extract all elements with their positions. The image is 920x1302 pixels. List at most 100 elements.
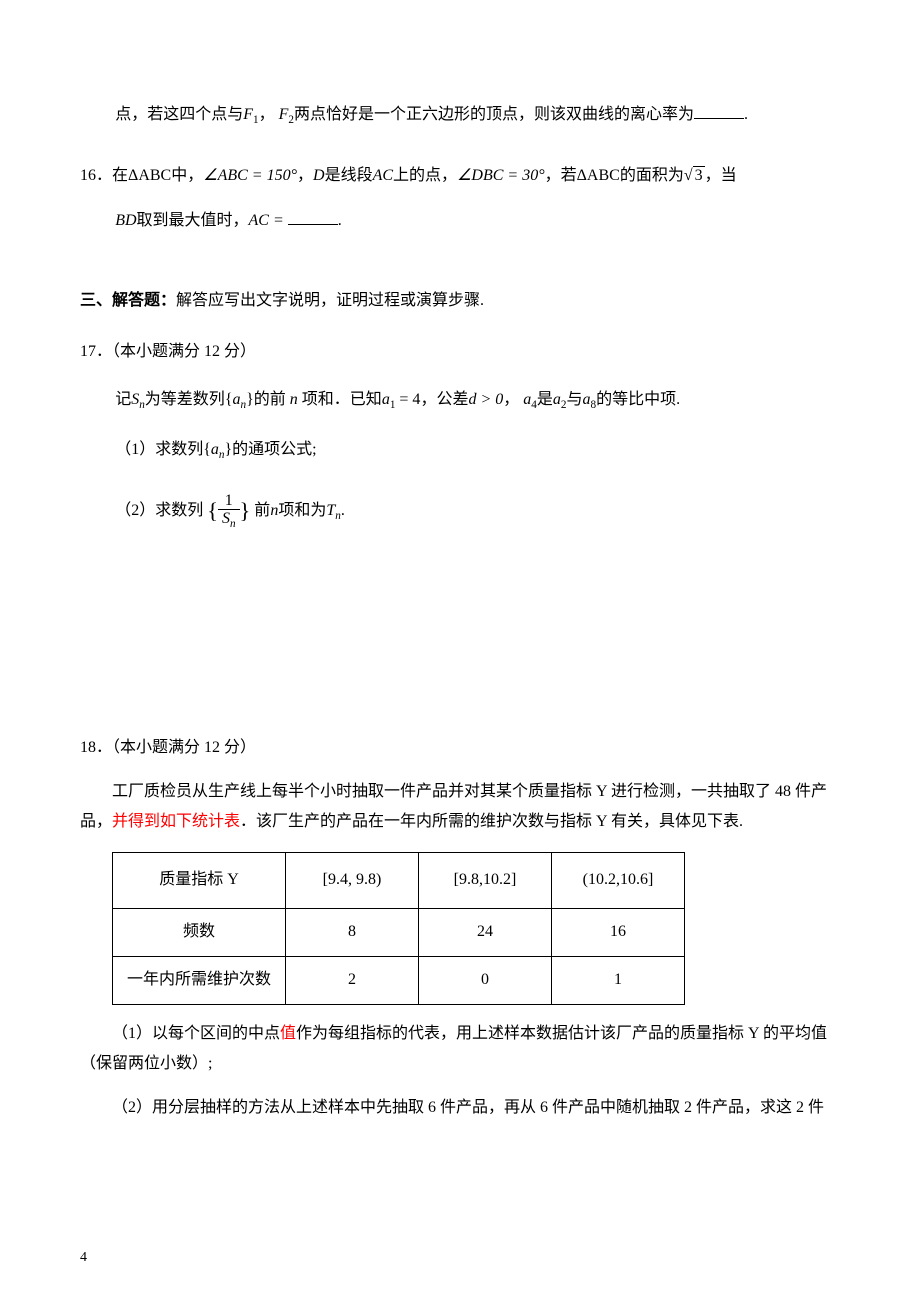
math: D xyxy=(313,167,325,184)
text: ，公差 xyxy=(420,391,468,408)
blank-answer xyxy=(694,102,744,119)
text: ， xyxy=(503,391,519,408)
heading-rest: 解答应写出文字说明，证明过程或演算步骤. xyxy=(176,292,484,309)
q-number: 18． xyxy=(80,739,112,756)
text: 为等差数列 xyxy=(145,391,225,408)
q16-line1: 16．在ΔABC中，∠ABC = 150°，D是线段AC上的点，∠DBC = 3… xyxy=(80,161,840,191)
table-header: (10.2,10.6] xyxy=(552,852,685,908)
math-a8: a8 xyxy=(582,391,596,408)
math-a1: a1 = 4 xyxy=(382,391,421,408)
q15-continuation: 点，若这四个点与F1， F2两点恰好是一个正六边形的顶点，则该双曲线的离心率为. xyxy=(80,100,840,131)
stat-table: 质量指标 Y [9.4, 9.8) [9.8,10.2] (10.2,10.6]… xyxy=(112,852,685,1005)
table-header: [9.8,10.2] xyxy=(419,852,552,908)
q18-stem: 工厂质检员从生产线上每半个小时抽取一件产品并对其某个质量指标 Y 进行检测，一共… xyxy=(80,777,840,838)
heading-bold: 三、解答题： xyxy=(80,292,176,309)
text: 的面积为 xyxy=(620,167,684,184)
text: 点，若这四个点与 xyxy=(115,106,243,123)
table-cell: 16 xyxy=(552,908,685,956)
math-Sn: Sn xyxy=(131,391,145,408)
math-n: n xyxy=(290,391,298,408)
text: . xyxy=(338,212,342,229)
text-red: 并得到如下统计表 xyxy=(112,813,240,830)
math-f1: F1 xyxy=(243,106,258,123)
text: 在 xyxy=(112,167,128,184)
text: 是线段 xyxy=(325,167,373,184)
text: ，若 xyxy=(545,167,577,184)
text: 是 xyxy=(537,391,553,408)
math: ΔABC xyxy=(577,167,620,184)
math: ΔABC xyxy=(128,167,171,184)
math: BD xyxy=(115,212,136,229)
math-a2: a2 xyxy=(553,391,567,408)
table-cell: 24 xyxy=(419,908,552,956)
q17-stem: 记Sn为等差数列{an}的前 n 项和．已知a1 = 4，公差d > 0， a4… xyxy=(80,385,840,416)
table-row: 一年内所需维护次数 2 0 1 xyxy=(113,956,685,1004)
brace: { xyxy=(203,441,211,458)
table-cell: 频数 xyxy=(113,908,286,956)
math: AC xyxy=(373,167,393,184)
page: 点，若这四个点与F1， F2两点恰好是一个正六边形的顶点，则该双曲线的离心率为.… xyxy=(0,0,920,1302)
math: ∠DBC = 30° xyxy=(457,167,545,184)
blank-answer xyxy=(288,208,338,225)
text: （2）用分层抽样的方法从上述样本中先抽取 6 件产品，再从 6 件产品中随机抽取… xyxy=(112,1099,824,1116)
section-3-heading: 三、解答题：解答应写出文字说明，证明过程或演算步骤. xyxy=(80,286,840,316)
points: （本小题满分 12 分） xyxy=(112,343,256,360)
table-cell: 0 xyxy=(419,956,552,1004)
q17-header: 17．（本小题满分 12 分） xyxy=(80,337,840,367)
brace: { xyxy=(207,498,218,523)
brace: { xyxy=(225,391,233,408)
table-cell: 一年内所需维护次数 xyxy=(113,956,286,1004)
brace: } xyxy=(246,391,254,408)
math-an: an xyxy=(233,391,247,408)
text: 中， xyxy=(171,167,203,184)
text: 取到最大值时， xyxy=(137,212,249,229)
text: （1）求数列 xyxy=(115,441,203,458)
text: （2）求数列 xyxy=(115,502,203,519)
text: . xyxy=(341,502,345,519)
math: AC = xyxy=(249,212,284,229)
q18-part1: （1）以每个区间的中点值作为每组指标的代表，用上述样本数据估计该厂产品的质量指标… xyxy=(80,1019,840,1080)
table-cell: 2 xyxy=(286,956,419,1004)
text: 的前 xyxy=(254,391,286,408)
math-d: d > 0 xyxy=(468,391,503,408)
q18-header: 18．（本小题满分 12 分） xyxy=(80,733,840,763)
text: 的等比中项. xyxy=(596,391,680,408)
math: ∠ABC = 150° xyxy=(203,167,297,184)
text: 前 xyxy=(254,502,270,519)
math-Tn: Tn xyxy=(326,502,341,519)
brace: } xyxy=(240,498,251,523)
text: 项和为 xyxy=(278,502,326,519)
math-an: an xyxy=(211,441,225,458)
q-number: 17． xyxy=(80,343,112,360)
question-18: 18．（本小题满分 12 分） 工厂质检员从生产线上每半个小时抽取一件产品并对其… xyxy=(80,733,840,1124)
q16-line2: BD取到最大值时，AC = . xyxy=(80,206,840,236)
question-16: 16．在ΔABC中，∠ABC = 150°，D是线段AC上的点，∠DBC = 3… xyxy=(80,161,840,236)
question-17: 17．（本小题满分 12 分） 记Sn为等差数列{an}的前 n 项和．已知a1… xyxy=(80,337,840,533)
text: 项和．已知 xyxy=(302,391,382,408)
fraction: 1Sn xyxy=(218,492,240,531)
page-number: 4 xyxy=(80,1245,87,1272)
table-row: 频数 8 24 16 xyxy=(113,908,685,956)
math-f2: F2 xyxy=(279,106,294,123)
text: （1）以每个区间的中点 xyxy=(112,1025,280,1042)
table-cell: 1 xyxy=(552,956,685,1004)
text: ，当 xyxy=(705,167,737,184)
q-number: 16． xyxy=(80,167,112,184)
text: 的通项公式; xyxy=(232,441,316,458)
points: （本小题满分 12 分） xyxy=(112,739,256,756)
text: ， xyxy=(259,106,275,123)
q17-part2: （2）求数列 {1Sn} 前n项和为Tn. xyxy=(80,490,840,533)
text: 与 xyxy=(566,391,582,408)
table-row: 质量指标 Y [9.4, 9.8) [9.8,10.2] (10.2,10.6] xyxy=(113,852,685,908)
text-red: 值 xyxy=(280,1025,296,1042)
text: 上的点， xyxy=(393,167,457,184)
math-a4: a4 xyxy=(523,391,537,408)
text: . xyxy=(744,106,748,123)
text: ．该厂生产的产品在一年内所需的维护次数与指标 Y 有关，具体见下表. xyxy=(240,813,743,830)
table-header: [9.4, 9.8) xyxy=(286,852,419,908)
text: 记 xyxy=(115,391,131,408)
q17-part1: （1）求数列{an}的通项公式; xyxy=(80,435,840,466)
table-cell: 8 xyxy=(286,908,419,956)
text: ， xyxy=(297,167,313,184)
sqrt: √3 xyxy=(684,161,705,191)
